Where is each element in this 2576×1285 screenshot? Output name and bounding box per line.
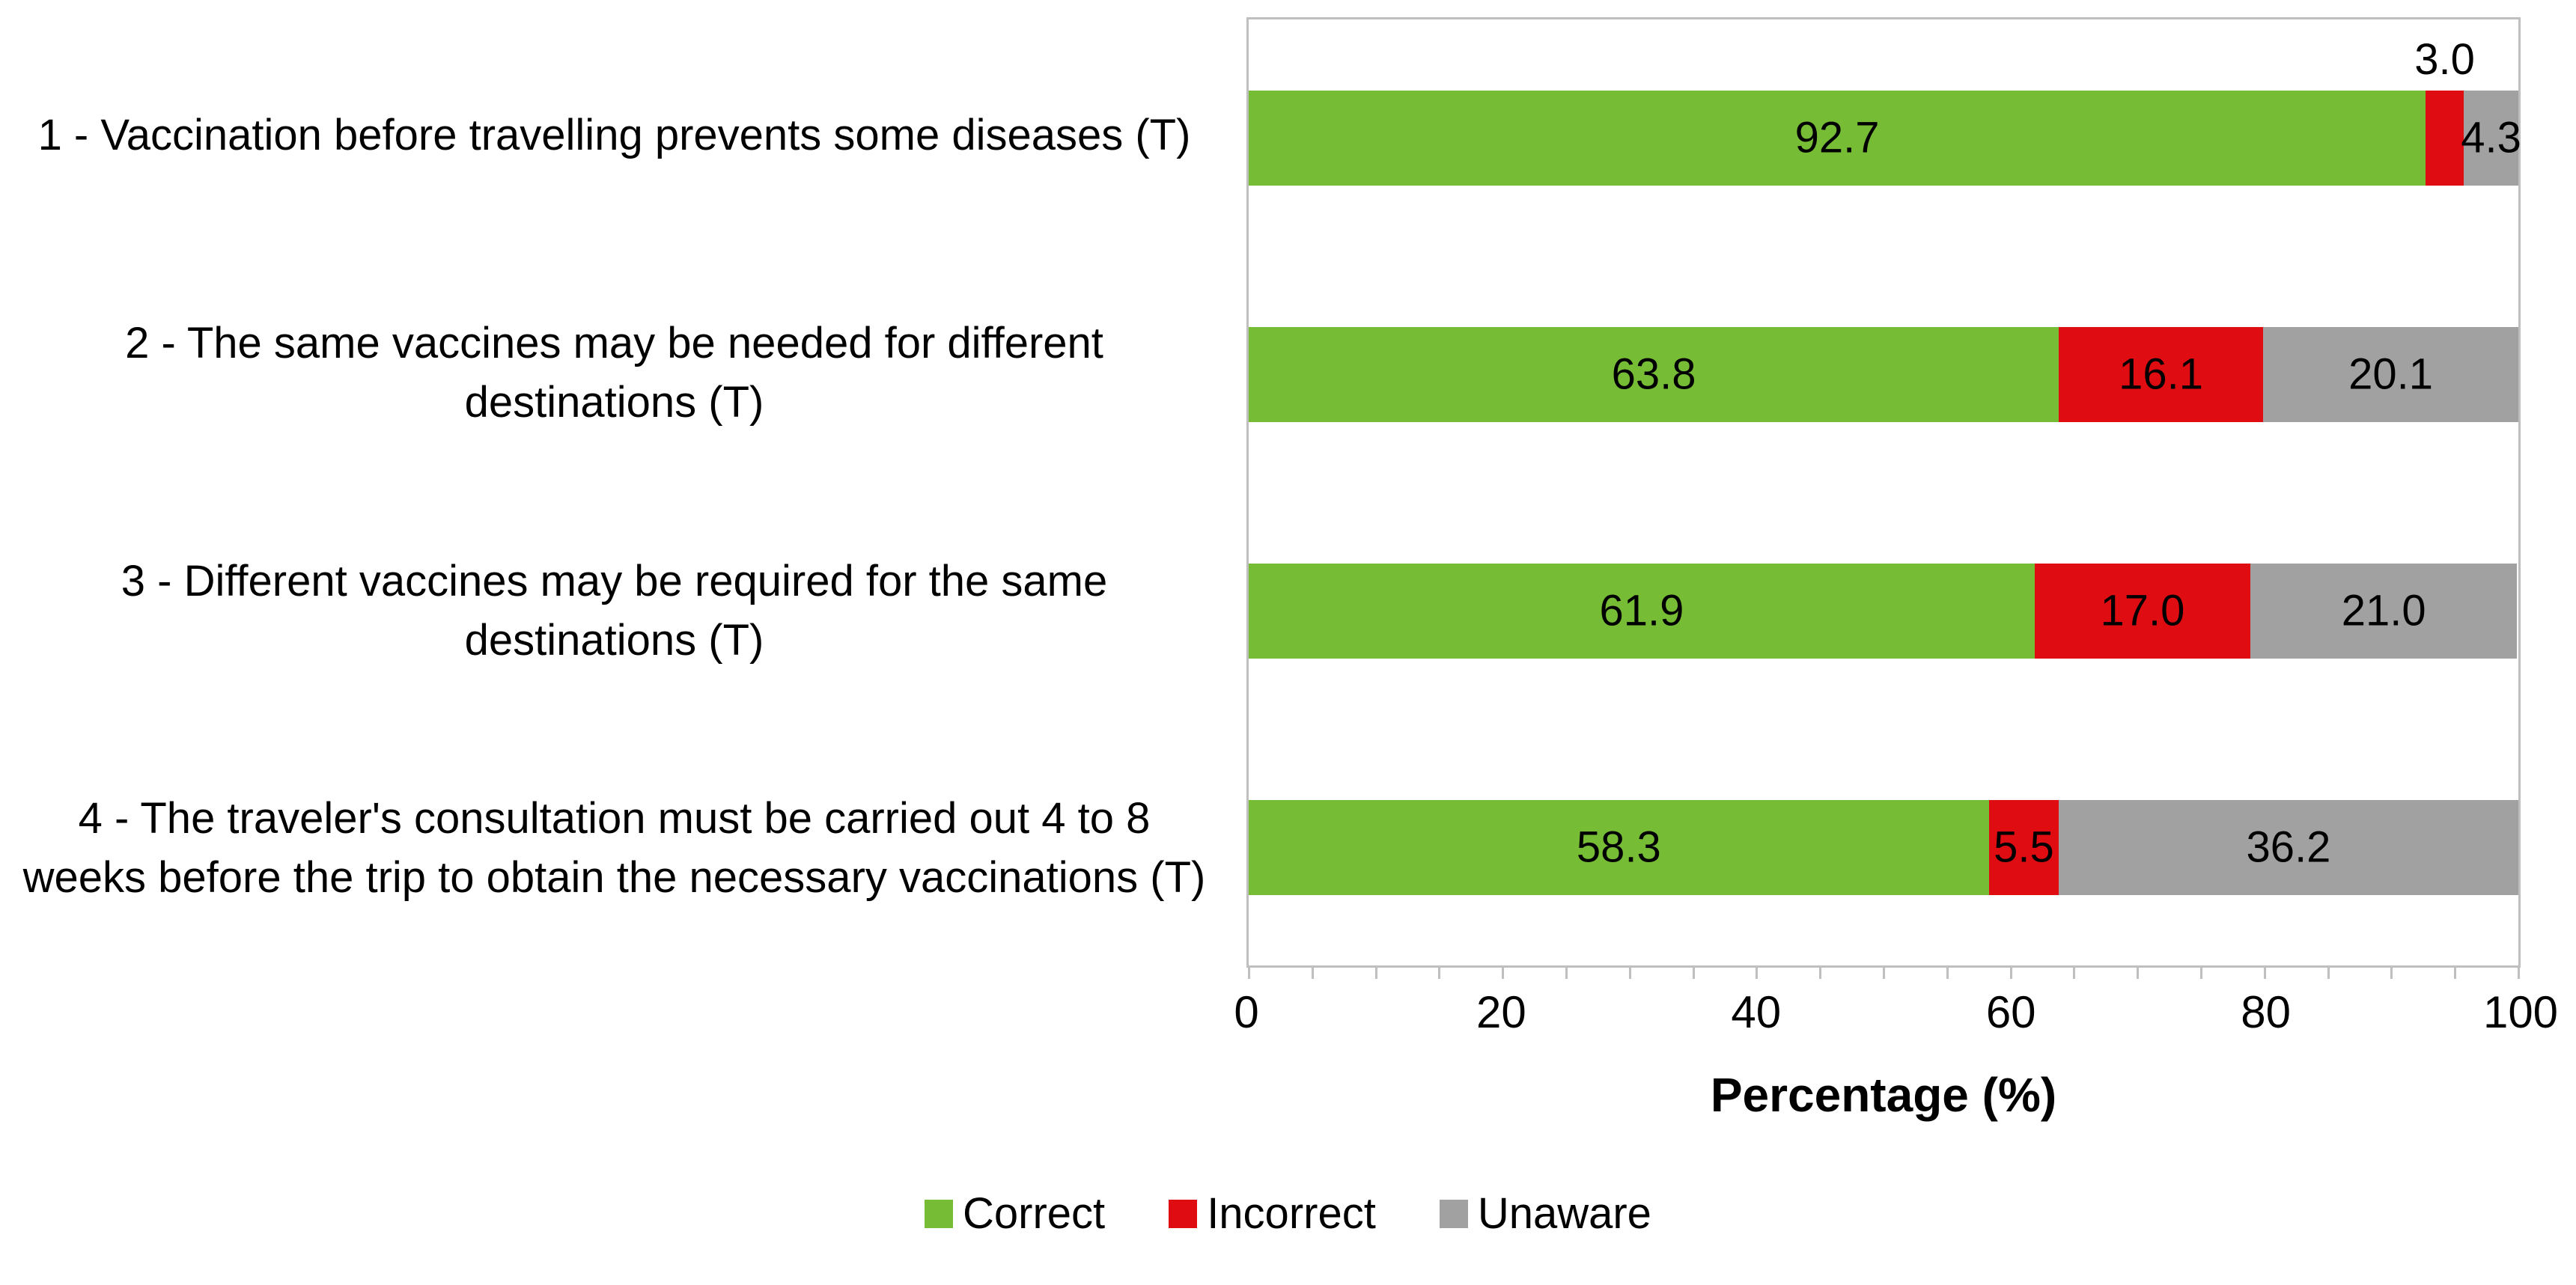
value-label: 63.8 bbox=[1611, 350, 1696, 399]
legend-item-unaware: Unaware bbox=[1439, 1188, 1651, 1239]
x-axis-title: Percentage (%) bbox=[1710, 1068, 2057, 1122]
value-label: 58.3 bbox=[1576, 822, 1661, 872]
bar-segment-correct: 63.8 bbox=[1249, 326, 2059, 422]
category-label: 4 - The traveler's consultation must be … bbox=[22, 794, 1206, 903]
bar-segment-incorrect: 3.0 bbox=[2414, 35, 2475, 186]
x-axis-tick-mark bbox=[1565, 965, 1568, 979]
value-label: 4.3 bbox=[2461, 113, 2521, 162]
x-axis-tick-mark bbox=[1502, 965, 1505, 979]
legend-label: Incorrect bbox=[1207, 1189, 1376, 1238]
legend: Correct Incorrect Unaware bbox=[0, 1188, 2576, 1239]
value-label: 16.1 bbox=[2119, 350, 2204, 399]
x-axis-tick-mark bbox=[1692, 965, 1695, 979]
x-axis-tick-mark bbox=[2327, 965, 2330, 979]
bar-segment-correct: 92.7 bbox=[1249, 90, 2426, 186]
x-axis-tick-mark bbox=[2009, 965, 2012, 979]
x-axis-tick-mark bbox=[1756, 965, 1759, 979]
value-label: 36.2 bbox=[2246, 822, 2331, 872]
x-axis-tick-label: 0 bbox=[1234, 987, 1259, 1037]
value-label: 21.0 bbox=[2341, 586, 2426, 635]
value-label: 3.0 bbox=[2414, 34, 2475, 84]
bar-segment-incorrect: 5.5 bbox=[1988, 799, 2059, 895]
category-label: 1 - Vaccination before travelling preven… bbox=[37, 111, 1191, 160]
x-axis-tick-mark bbox=[1883, 965, 1885, 979]
bar-row: 58.3 5.5 36.2 bbox=[1249, 729, 2518, 965]
x-axis-tick-mark bbox=[1374, 965, 1377, 979]
x-axis-tick-mark bbox=[1819, 965, 1822, 979]
legend-item-incorrect: Incorrect bbox=[1169, 1188, 1376, 1239]
bar-segment-incorrect: 16.1 bbox=[2059, 326, 2264, 422]
legend-marker-icon bbox=[1169, 1199, 1198, 1228]
x-axis-tick-mark bbox=[2454, 965, 2457, 979]
x-axis-tick-mark bbox=[2518, 965, 2520, 979]
bar-row: 92.7 3.0 4.3 bbox=[1249, 19, 2521, 256]
bar-segment-unaware: 36.2 bbox=[2059, 799, 2518, 895]
x-axis-tick-labels: 0 20 40 60 80 100 bbox=[1234, 986, 2558, 1039]
x-axis-tick-mark bbox=[1628, 965, 1631, 979]
x-axis-tick-mark bbox=[1438, 965, 1441, 979]
x-axis-tick-mark bbox=[1946, 965, 1949, 979]
bar-segment-unaware: 4.3 bbox=[2461, 90, 2521, 186]
x-axis-tick-mark bbox=[2390, 965, 2393, 979]
x-axis-tick-label: 80 bbox=[2241, 987, 2291, 1037]
stacked-bar: 61.9 17.0 21.0 bbox=[1249, 563, 2518, 659]
stacked-bar: 58.3 5.5 36.2 bbox=[1249, 799, 2518, 895]
x-axis-tick-mark bbox=[2263, 965, 2266, 979]
bar-row: 63.8 16.1 20.1 bbox=[1249, 256, 2518, 492]
value-label: 61.9 bbox=[1599, 586, 1684, 635]
x-axis-tick-label: 40 bbox=[1731, 987, 1782, 1037]
x-axis-tick-mark bbox=[2200, 965, 2202, 979]
category-label: 3 - Different vaccines may be required f… bbox=[121, 556, 1108, 665]
value-label: 20.1 bbox=[2348, 350, 2433, 399]
bar-segment-incorrect: 17.0 bbox=[2034, 563, 2251, 659]
category-label: 2 - The same vaccines may be needed for … bbox=[125, 319, 1103, 427]
x-axis-tick-mark bbox=[1248, 965, 1250, 979]
legend-label: Correct bbox=[963, 1189, 1106, 1238]
value-label: 5.5 bbox=[1994, 822, 2054, 872]
x-axis-tick-mark bbox=[1311, 965, 1314, 979]
x-axis-tick-label: 100 bbox=[2482, 987, 2559, 1037]
plot-area: 92.7 3.0 4.3 63.8 16.1 20.1 61.9 17.0 21.0 58.3 5.… bbox=[1246, 17, 2521, 979]
legend-item-correct: Correct bbox=[925, 1188, 1105, 1239]
stacked-bar: 92.7 3.0 4.3 bbox=[1249, 35, 2521, 186]
bar-segment-correct: 61.9 bbox=[1249, 563, 2035, 659]
bar-segment-correct: 58.3 bbox=[1249, 799, 1989, 895]
value-label: 92.7 bbox=[1794, 113, 1880, 162]
bar-segment-unaware: 20.1 bbox=[2263, 326, 2518, 422]
legend-label: Unaware bbox=[1477, 1189, 1651, 1238]
bar-row: 61.9 17.0 21.0 bbox=[1249, 492, 2518, 729]
x-axis-tick-mark bbox=[2137, 965, 2140, 979]
value-label: 17.0 bbox=[2100, 586, 2185, 635]
category-axis-labels: 1 - Vaccination before travelling preven… bbox=[0, 17, 1217, 968]
bar-segment-unaware: 21.0 bbox=[2250, 563, 2518, 659]
x-axis-tick-label: 60 bbox=[1985, 987, 2036, 1037]
x-axis-tick-label: 20 bbox=[1476, 987, 1526, 1037]
legend-marker-icon bbox=[1439, 1199, 1468, 1228]
x-axis-tick-mark bbox=[2073, 965, 2076, 979]
stacked-bar: 63.8 16.1 20.1 bbox=[1249, 326, 2518, 422]
legend-marker-icon bbox=[925, 1199, 954, 1228]
